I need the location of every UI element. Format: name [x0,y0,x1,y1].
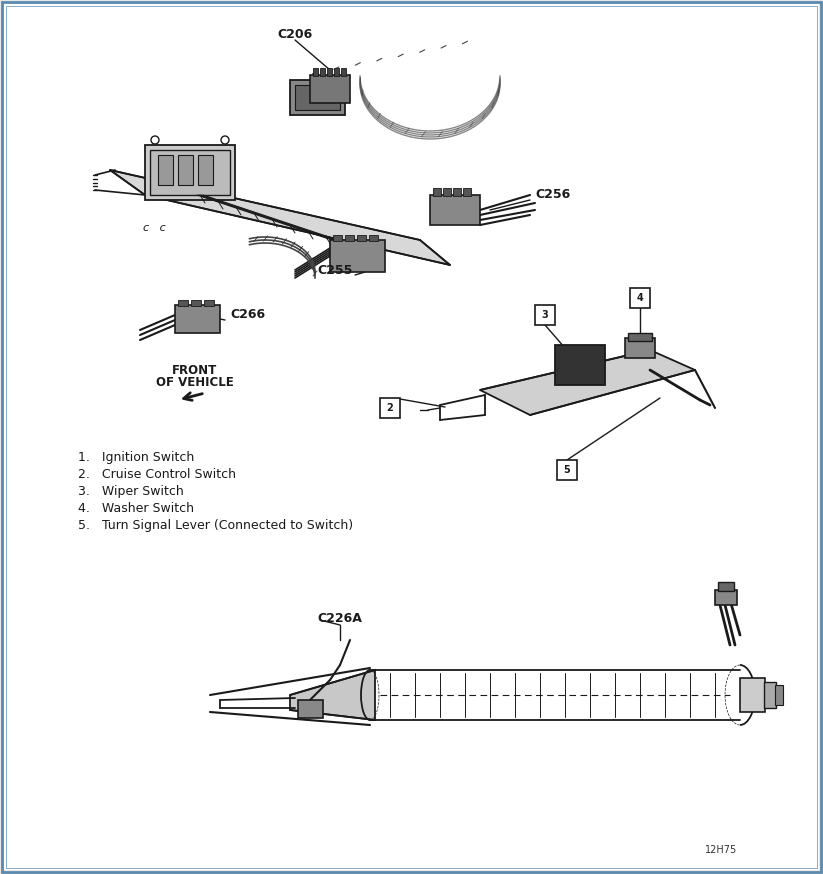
Text: c   c: c c [143,223,165,233]
Bar [320,68,325,76]
Text: 2: 2 [387,403,393,413]
Polygon shape [480,350,695,415]
Bar [433,188,441,196]
Bar [357,235,366,241]
Text: 5.   Turn Signal Lever (Connected to Switch): 5. Turn Signal Lever (Connected to Switc… [78,519,353,532]
Bar [764,682,776,708]
Bar [204,300,214,306]
Bar [295,85,340,110]
Bar [334,68,339,76]
Text: 4.   Washer Switch: 4. Washer Switch [78,503,194,516]
Bar [453,188,461,196]
Bar [430,195,480,225]
Bar [175,305,220,333]
Bar [555,345,605,385]
Bar [150,150,230,195]
Bar [178,300,188,306]
Text: C206: C206 [277,29,313,41]
Bar [625,338,655,358]
Bar [775,685,783,705]
Bar [535,305,555,325]
Bar [443,188,451,196]
Bar [191,300,201,306]
Bar [333,235,342,241]
Bar [463,188,471,196]
Circle shape [221,136,229,144]
Text: OF VEHICLE: OF VEHICLE [156,377,234,390]
Bar [298,700,323,718]
Bar [145,145,235,200]
Bar [557,460,577,480]
Bar [178,155,193,185]
Polygon shape [290,670,375,720]
Bar [330,240,385,272]
Bar [313,68,318,76]
Bar [290,80,345,115]
Bar [345,235,354,241]
Bar [369,235,378,241]
Text: 2.   Cruise Control Switch: 2. Cruise Control Switch [78,468,236,482]
Text: 12H75: 12H75 [704,845,737,855]
Circle shape [151,136,159,144]
Bar [380,398,400,418]
Text: 3.   Wiper Switch: 3. Wiper Switch [78,485,184,498]
Bar [310,75,350,103]
Text: 3: 3 [542,310,548,320]
Bar [630,288,650,308]
Text: 4: 4 [637,293,644,303]
Text: C256: C256 [535,189,570,202]
Bar [158,155,173,185]
Bar [740,678,765,712]
Text: C255: C255 [318,263,353,276]
Text: C266: C266 [230,309,265,322]
Bar [341,68,346,76]
Bar [715,590,737,605]
Bar [327,68,332,76]
Polygon shape [110,170,450,265]
Bar [628,333,652,341]
Text: 1.   Ignition Switch: 1. Ignition Switch [78,452,194,464]
Text: FRONT: FRONT [172,364,217,377]
Text: C226A: C226A [318,612,362,625]
Bar [198,155,213,185]
Text: 5: 5 [564,465,570,475]
Bar [718,582,734,591]
